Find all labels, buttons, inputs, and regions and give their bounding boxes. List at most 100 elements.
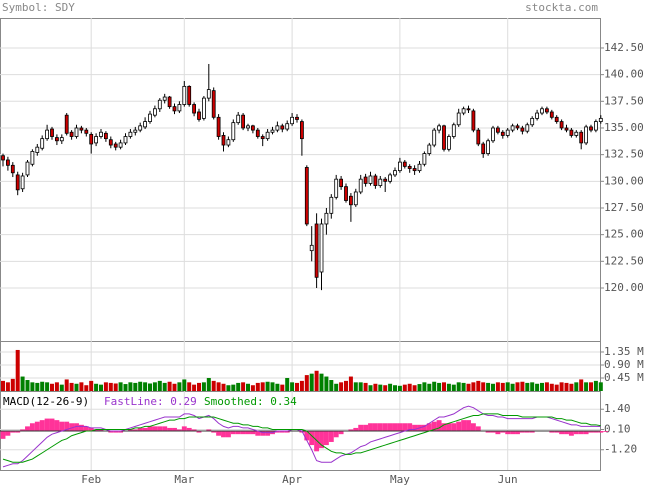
- candle-body: [265, 131, 270, 140]
- y-tick-label: 140.00: [604, 68, 644, 81]
- volume-bar: [108, 382, 113, 391]
- volume-bar: [393, 385, 397, 391]
- candle-body: [407, 165, 412, 169]
- volume-bar: [182, 379, 187, 391]
- candle-body: [50, 128, 54, 137]
- y-tick-label: 127.50: [604, 201, 644, 214]
- candle-body: [167, 96, 172, 108]
- candle-body: [442, 125, 446, 150]
- candle-body: [456, 112, 461, 126]
- volume-bar: [94, 383, 99, 391]
- volume-bar: [598, 382, 603, 391]
- candle-body: [530, 117, 535, 126]
- candle-body: [275, 125, 280, 131]
- macd-histogram-bar: [475, 426, 481, 432]
- volume-bar: [74, 383, 79, 391]
- candle-body: [40, 138, 45, 149]
- macd-histogram-bar: [216, 431, 222, 436]
- macd-histogram-bar: [461, 420, 467, 432]
- macd-histogram-bar: [137, 427, 143, 432]
- volume-bar: [486, 382, 491, 391]
- volume-bar: [177, 382, 182, 391]
- macd-histogram-bar: [176, 429, 182, 432]
- macd-histogram-bar: [519, 431, 525, 433]
- volume-bar: [295, 382, 299, 391]
- candle-body: [491, 127, 495, 142]
- volume-bar: [324, 376, 329, 391]
- macd-histogram-bar: [402, 423, 408, 432]
- macd-histogram-bar: [59, 421, 65, 432]
- volume-bar: [241, 382, 246, 391]
- candle-body: [270, 129, 275, 133]
- candle-body: [280, 125, 285, 130]
- macd-histogram-bar: [392, 423, 398, 432]
- volume-bar: [157, 380, 162, 391]
- macd-histogram-bar: [108, 431, 114, 433]
- macd-histogram-bar: [230, 431, 236, 435]
- candle-body: [397, 161, 402, 172]
- macd-histogram-bar: [309, 431, 315, 446]
- macd-histogram-bar: [485, 431, 491, 433]
- volume-bar: [304, 375, 309, 391]
- volume-bar: [5, 382, 10, 391]
- candle-body: [481, 143, 486, 154]
- volume-bar: [402, 384, 407, 391]
- macd-histogram-bar: [524, 431, 530, 433]
- candle-body: [486, 140, 491, 154]
- volume-bar: [152, 382, 157, 391]
- macd-histogram-bar: [549, 431, 555, 433]
- candle-body: [187, 85, 192, 105]
- volume-bar: [530, 382, 535, 391]
- volume-bar: [285, 377, 290, 391]
- macd-histogram-bar: [441, 423, 447, 432]
- volume-bar: [388, 383, 393, 391]
- candle-body: [437, 125, 442, 131]
- volume-bar: [564, 382, 569, 391]
- macd-histogram-bar: [500, 431, 506, 433]
- candle-body: [393, 170, 397, 176]
- macd-histogram-bar: [265, 431, 271, 436]
- macd-histogram-bar: [235, 431, 241, 435]
- volume-bar: [275, 383, 280, 391]
- macd-histogram-bar: [466, 420, 471, 432]
- symbol: Symbol: SDY: [2, 1, 75, 14]
- macd-histogram-bar: [588, 431, 594, 433]
- macd-line: [2, 413, 601, 463]
- macd-histogram-bar: [446, 423, 452, 432]
- volume-bar: [505, 382, 510, 391]
- y-tick-label: 0.10: [604, 422, 631, 435]
- candle-body: [569, 129, 574, 136]
- candle-body: [133, 129, 138, 133]
- candle-body: [466, 108, 471, 111]
- volume-bar: [79, 382, 84, 391]
- volume-bar: [309, 373, 314, 391]
- volume-bar: [45, 382, 50, 391]
- macd-histogram-bar: [515, 431, 520, 435]
- candle-body: [246, 125, 250, 129]
- macd-histogram-bar: [353, 427, 359, 432]
- volume-bar: [40, 381, 45, 391]
- volume-bar: [417, 384, 422, 391]
- macd-histogram-bar: [333, 431, 339, 438]
- volume-bar: [397, 385, 402, 391]
- volume-bar: [265, 381, 270, 391]
- volume-bar: [64, 379, 69, 391]
- macd-histogram-bar: [260, 431, 266, 436]
- candle-body: [471, 110, 476, 131]
- volume-bar: [339, 382, 344, 391]
- candle-body: [15, 174, 20, 191]
- volume-bar: [59, 384, 64, 391]
- candle-body: [197, 111, 201, 120]
- volume-bar: [422, 382, 427, 391]
- volume-bar: [25, 380, 30, 391]
- volume-bar: [192, 384, 197, 391]
- macd-histogram-bar: [172, 427, 177, 432]
- volume-bar: [133, 382, 138, 391]
- y-tick-label: 132.50: [604, 148, 644, 161]
- volume-bar: [353, 382, 358, 391]
- volume-bar: [20, 376, 25, 391]
- candle-body: [290, 116, 295, 125]
- macd-histogram-bar: [505, 431, 511, 435]
- macd-histogram-bar: [598, 431, 604, 433]
